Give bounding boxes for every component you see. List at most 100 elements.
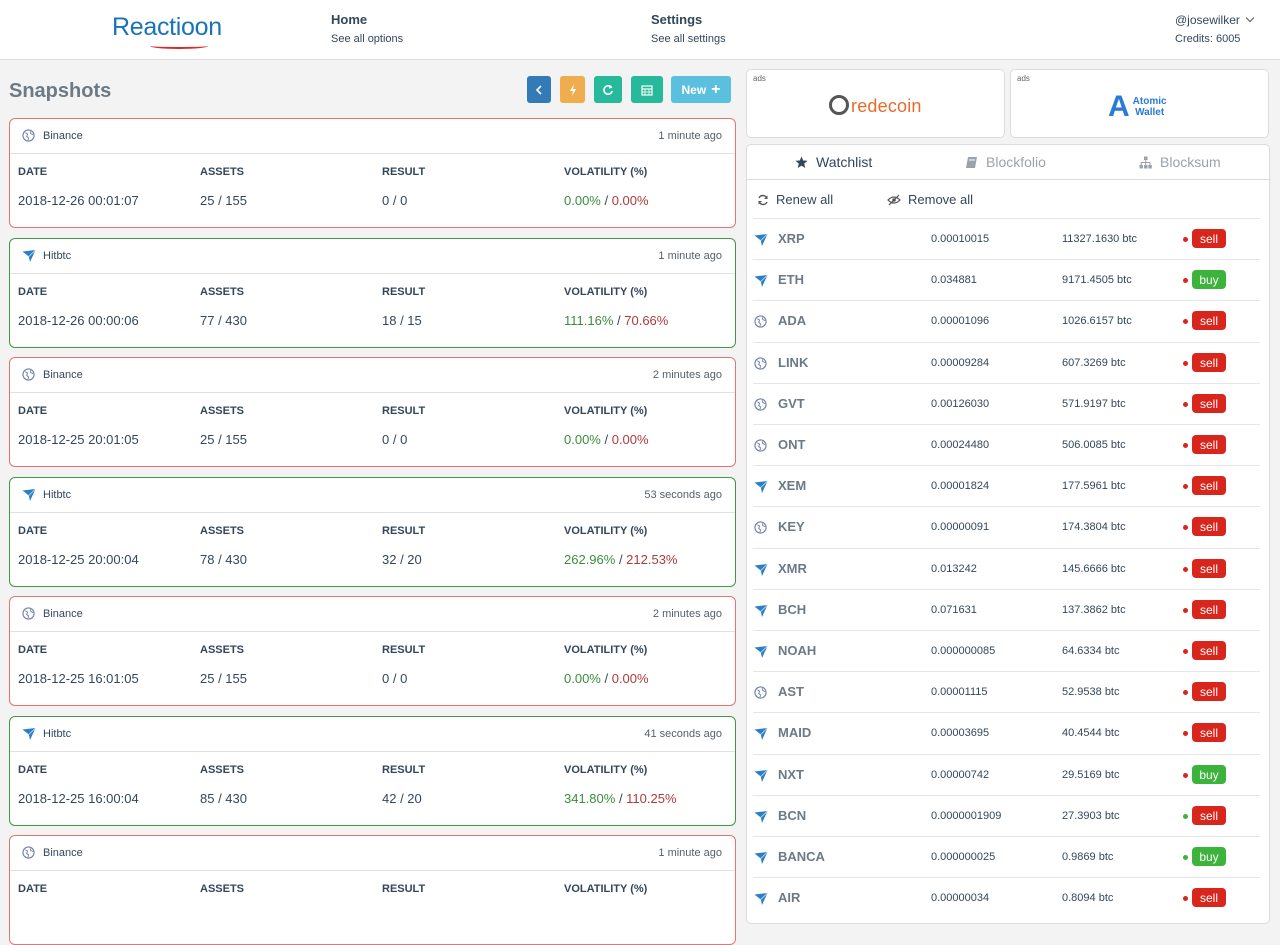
coin-price: 0.00001096 bbox=[931, 315, 990, 327]
globe-icon bbox=[754, 357, 767, 370]
paper-plane-icon bbox=[754, 769, 768, 782]
watchlist-row[interactable]: ONT 0.00024480 506.0085 btc sell bbox=[753, 424, 1260, 465]
volatility-separator: / bbox=[615, 791, 627, 806]
watchlist-row[interactable]: KEY 0.00000091 174.3804 btc sell bbox=[753, 506, 1260, 547]
snapshot-card[interactable]: Binance 2 minutes ago DATE ASSETS RESULT VOLA… bbox=[9, 357, 736, 467]
reactioon-logo[interactable]: Reactioon bbox=[112, 13, 222, 49]
snapshot-date: 2018-12-25 20:00:04 bbox=[18, 552, 139, 567]
signal-badge[interactable]: sell bbox=[1192, 559, 1226, 578]
user-menu[interactable]: @josewilker bbox=[1175, 13, 1255, 27]
signal-badge[interactable]: sell bbox=[1192, 476, 1226, 495]
signal-badge[interactable]: sell bbox=[1192, 394, 1226, 413]
coin-price: 0.00009284 bbox=[931, 357, 990, 369]
snapshot-card[interactable]: Hitbtc 53 seconds ago DATE ASSETS RESULT VOLA… bbox=[9, 477, 736, 587]
coin-volume: 607.3269 btc bbox=[1062, 357, 1126, 369]
snapshot-result: 32 / 20 bbox=[382, 552, 422, 567]
watchlist-row[interactable]: BCN 0.0000001909 27.3903 btc sell bbox=[753, 795, 1260, 836]
watchlist-row[interactable]: LINK 0.00009284 607.3269 btc sell bbox=[753, 342, 1260, 383]
snapshot-card[interactable]: Hitbtc 41 seconds ago DATE ASSETS RESULT VOLA… bbox=[9, 716, 736, 826]
ad-redecoin[interactable]: ads redecoin bbox=[746, 69, 1005, 138]
signal-badge[interactable]: sell bbox=[1192, 888, 1226, 907]
bolt-icon bbox=[569, 83, 576, 96]
coin-price: 0.034881 bbox=[931, 274, 977, 286]
coin-price: 0.00126030 bbox=[931, 398, 990, 410]
watchlist-row[interactable]: ETH 0.034881 9171.4505 btc buy bbox=[753, 259, 1260, 300]
signal-badge[interactable]: sell bbox=[1192, 806, 1226, 825]
coin-volume: 177.5961 btc bbox=[1062, 480, 1126, 492]
ad-atomic-wallet[interactable]: ads A Atomic Wallet bbox=[1010, 69, 1269, 138]
coin-symbol: NOAH bbox=[778, 643, 817, 658]
volatility-negative: 110.25% bbox=[626, 791, 677, 806]
signal-badge[interactable]: sell bbox=[1192, 435, 1226, 454]
snapshot-card[interactable]: Binance 1 minute ago DATE ASSETS RESULT VOLAT… bbox=[9, 118, 736, 228]
watchlist-row[interactable]: AIR 0.00000034 0.8094 btc sell bbox=[753, 877, 1260, 918]
snapshot-card[interactable]: Binance 2 minutes ago DATE ASSETS RESULT VOLA… bbox=[9, 596, 736, 706]
refresh-button[interactable] bbox=[594, 76, 622, 103]
redecoin-text: redecoin bbox=[851, 96, 922, 116]
col-volatility-header: VOLATILITY (%) bbox=[564, 286, 648, 298]
watchlist-row[interactable]: GVT 0.00126030 571.9197 btc sell bbox=[753, 383, 1260, 424]
watchlist-row[interactable]: ADA 0.00001096 1026.6157 btc sell bbox=[753, 300, 1260, 341]
watchlist-row[interactable]: MAID 0.00003695 40.4544 btc sell bbox=[753, 712, 1260, 753]
tab-blockfolio[interactable]: Blockfolio bbox=[965, 154, 1046, 170]
atomic-wallet-text: Atomic Wallet bbox=[1133, 96, 1167, 118]
signal-badge[interactable]: sell bbox=[1192, 723, 1226, 742]
coin-volume: 27.3903 btc bbox=[1062, 810, 1120, 822]
paper-plane-icon bbox=[22, 727, 36, 741]
calendar-button[interactable] bbox=[631, 76, 663, 103]
watchlist-row[interactable]: NOAH 0.000000085 64.6334 btc sell bbox=[753, 630, 1260, 671]
snapshot-card-header: Binance 2 minutes ago bbox=[10, 597, 735, 632]
watchlist-row[interactable]: AST 0.00001115 52.9538 btc sell bbox=[753, 671, 1260, 712]
coin-price: 0.00001824 bbox=[931, 480, 990, 492]
bolt-button[interactable] bbox=[560, 76, 585, 103]
status-dot bbox=[1183, 319, 1188, 324]
back-button[interactable] bbox=[527, 76, 551, 103]
atomic-mark-icon: A bbox=[1108, 90, 1130, 123]
signal-badge[interactable]: buy bbox=[1192, 847, 1226, 866]
snapshot-date: 2018-12-26 00:01:07 bbox=[18, 193, 139, 208]
signal-badge[interactable]: buy bbox=[1192, 270, 1226, 289]
signal-badge[interactable]: sell bbox=[1192, 353, 1226, 372]
signal-badge[interactable]: sell bbox=[1192, 641, 1226, 660]
watchlist-row[interactable]: XEM 0.00001824 177.5961 btc sell bbox=[753, 465, 1260, 506]
coin-volume: 1026.6157 btc bbox=[1062, 315, 1132, 327]
status-dot bbox=[1183, 608, 1188, 613]
tab-blocksum[interactable]: Blocksum bbox=[1139, 154, 1221, 170]
signal-badge[interactable]: sell bbox=[1192, 682, 1226, 701]
exchange-name: Binance bbox=[43, 130, 83, 142]
volatility-separator: / bbox=[600, 193, 612, 208]
username: @josewilker bbox=[1175, 13, 1240, 27]
snapshot-volatility: 0.00% / 0.00% bbox=[564, 193, 649, 208]
watchlist-row[interactable]: BCH 0.071631 137.3862 btc sell bbox=[753, 589, 1260, 630]
snapshot-card-header: Binance 1 minute ago bbox=[10, 836, 735, 871]
snapshot-volatility: 0.00% / 0.00% bbox=[564, 671, 649, 686]
tab-watchlist[interactable]: Watchlist bbox=[795, 154, 872, 170]
watchlist-row[interactable]: XRP 0.00010015 11327.1630 btc sell bbox=[753, 218, 1260, 259]
coin-volume: 174.3804 btc bbox=[1062, 521, 1126, 533]
signal-badge[interactable]: sell bbox=[1192, 229, 1226, 248]
remove-all-button[interactable]: Remove all bbox=[887, 192, 973, 207]
paper-plane-icon bbox=[754, 563, 768, 576]
signal-badge[interactable]: sell bbox=[1192, 600, 1226, 619]
watchlist-row[interactable]: XMR 0.013242 145.6666 btc sell bbox=[753, 548, 1260, 589]
signal-badge[interactable]: sell bbox=[1192, 517, 1226, 536]
coin-price: 0.00010015 bbox=[931, 233, 990, 245]
new-snapshot-button[interactable]: New + bbox=[671, 76, 731, 103]
renew-all-button[interactable]: Renew all bbox=[757, 192, 833, 207]
nav-home[interactable]: Home See all options bbox=[331, 12, 403, 45]
redecoin-logo: redecoin bbox=[829, 92, 922, 117]
watchlist-row[interactable]: BANCA 0.000000025 0.9869 btc buy bbox=[753, 836, 1260, 877]
snapshot-card[interactable]: Hitbtc 1 minute ago DATE ASSETS RESULT VOLATI… bbox=[9, 238, 736, 348]
snapshot-volatility: 341.80% / 110.25% bbox=[564, 791, 677, 806]
refresh-icon bbox=[758, 194, 768, 205]
signal-badge[interactable]: buy bbox=[1192, 765, 1226, 784]
paper-plane-icon bbox=[754, 727, 768, 740]
nav-settings[interactable]: Settings See all settings bbox=[651, 12, 726, 45]
page-title: Snapshots bbox=[9, 80, 112, 102]
signal-badge[interactable]: sell bbox=[1192, 311, 1226, 330]
plus-icon: + bbox=[711, 80, 721, 98]
watchlist-row[interactable]: NXT 0.00000742 29.5169 btc buy bbox=[753, 754, 1260, 795]
paper-plane-icon bbox=[754, 810, 768, 823]
snapshot-card[interactable]: Binance 1 minute ago DATE ASSETS RESULT VOLAT… bbox=[9, 835, 736, 945]
coin-symbol: ETH bbox=[778, 272, 804, 287]
